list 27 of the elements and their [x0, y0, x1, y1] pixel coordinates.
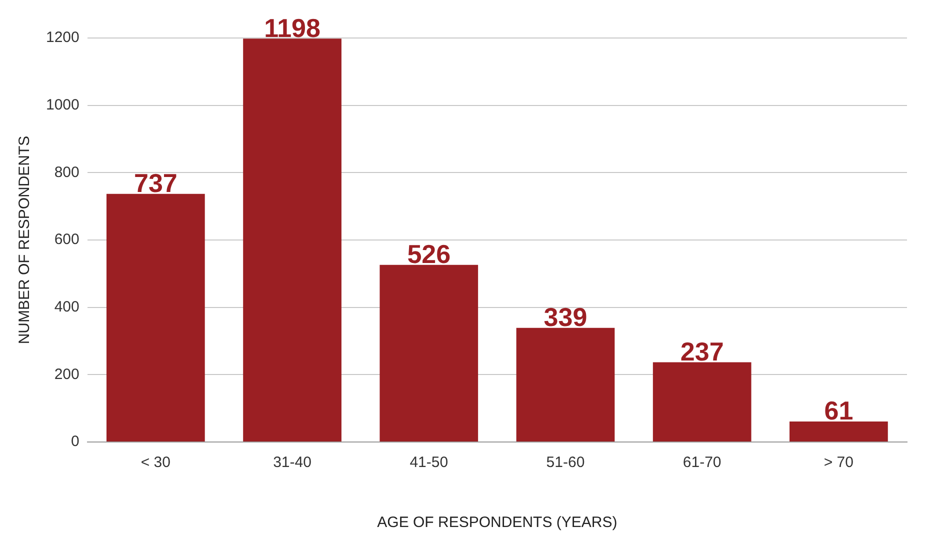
bar: [652, 362, 752, 442]
x-tick-label: 51-60: [546, 454, 585, 472]
y-tick-label: 1000: [46, 96, 80, 114]
data-label: 237: [680, 336, 724, 366]
y-tick-label: 400: [54, 298, 80, 316]
bar: [380, 264, 478, 442]
x-tick-label: > 70: [824, 454, 854, 472]
bar: [790, 421, 888, 442]
bar: [106, 194, 205, 442]
y-axis-title: NUMBER OF RESPONDENTS: [16, 136, 34, 344]
data-label: 737: [134, 168, 178, 198]
x-tick-label: 31-40: [273, 454, 312, 472]
data-label: 339: [544, 302, 588, 332]
x-tick-label: 41-50: [410, 454, 448, 472]
y-tick-label: 800: [54, 164, 80, 181]
x-tick-label: < 30: [140, 454, 170, 472]
bar: [516, 328, 615, 442]
y-tick-label: 600: [54, 231, 80, 248]
data-label: 526: [407, 239, 451, 270]
y-tick-label: 1200: [46, 29, 80, 46]
x-tick-label: 61-70: [682, 454, 722, 472]
y-tick-label: 200: [54, 366, 80, 383]
x-axis-title: AGE OF RESPONDENTS (YEARS): [377, 514, 618, 532]
bar: [243, 38, 342, 442]
data-label: 61: [824, 396, 854, 426]
data-label: 1198: [264, 12, 320, 43]
y-tick-label: 0: [71, 433, 80, 450]
